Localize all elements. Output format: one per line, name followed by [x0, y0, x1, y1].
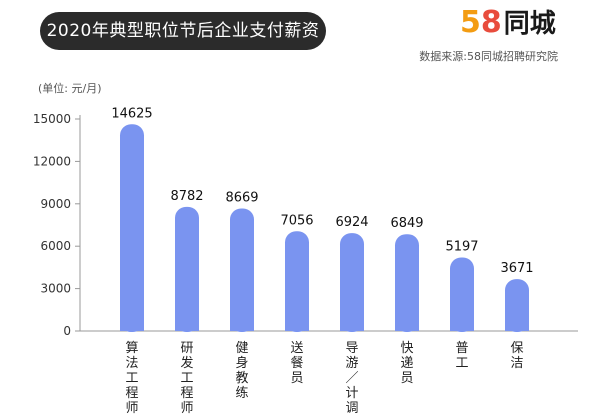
bar-base [285, 319, 309, 331]
data-source: 数据来源:58同城招聘研究院 [419, 50, 558, 63]
y-tick-label: 0 [63, 324, 71, 338]
unit-label: (单位: 元/月) [38, 82, 102, 95]
x-tick-label-char: 工 [455, 356, 468, 371]
x-tick-label-char: 员 [400, 371, 413, 386]
x-tick-label-char: ／ [345, 371, 358, 386]
x-tick-label-char: 送 [290, 341, 303, 356]
x-tick-label-char: 算 [125, 341, 138, 356]
y-tick-label: 6000 [40, 239, 71, 253]
bar-base [175, 319, 199, 331]
x-tick-label-char: 导 [345, 341, 358, 356]
y-tick-label: 15000 [33, 112, 71, 126]
x-tick-label-char: 工 [125, 371, 138, 386]
bar [175, 206, 199, 332]
brand-logo: 58同城 [460, 4, 556, 43]
x-tick-label-char: 游 [345, 356, 358, 371]
x-tick-label-char: 法 [125, 356, 138, 371]
data-label: 3671 [500, 261, 533, 276]
chart-title: 2020年典型职位节后企业支付薪资 [40, 12, 326, 50]
x-tick-label-char: 洁 [510, 356, 523, 371]
x-tick-label-char: 保 [510, 341, 523, 356]
bar-base [505, 319, 529, 331]
logo-digit-8: 8 [480, 5, 502, 40]
x-tick-label-char: 工 [180, 371, 193, 386]
x-tick-label-char: 普 [455, 341, 468, 356]
data-label: 8669 [225, 190, 258, 205]
x-tick-label-char: 发 [180, 355, 193, 371]
data-label: 6849 [390, 216, 423, 231]
y-tick-label: 9000 [40, 197, 71, 211]
bar [450, 257, 474, 332]
data-label: 8782 [170, 189, 203, 204]
y-tick-label: 3000 [40, 282, 71, 296]
bar-base [450, 319, 474, 331]
bar [395, 234, 419, 332]
x-tick-label-char: 师 [180, 401, 193, 414]
x-tick-label-char: 快 [400, 341, 413, 356]
x-tick-label-char: 计 [345, 386, 358, 401]
data-label: 7056 [280, 213, 313, 228]
bar-base [230, 319, 254, 331]
bar [340, 233, 364, 332]
x-tick-label-char: 教 [235, 370, 248, 386]
data-label: 5197 [445, 240, 478, 255]
bar [230, 208, 254, 332]
x-tick-label-char: 师 [125, 401, 138, 414]
y-tick-label: 12000 [33, 154, 71, 168]
bar-base [340, 319, 364, 331]
x-tick-label-char: 员 [290, 371, 303, 386]
x-tick-label-char: 研 [180, 341, 193, 356]
bar [285, 231, 309, 332]
logo-digit-5: 5 [460, 5, 481, 40]
logo-text: 同城 [503, 9, 556, 39]
x-tick-label-char: 餐 [290, 355, 303, 371]
bar-base [120, 319, 144, 331]
bar [120, 124, 144, 332]
x-tick-label-char: 调 [345, 401, 358, 414]
data-label: 14625 [111, 106, 152, 121]
bar-base [395, 319, 419, 331]
bar [505, 279, 529, 332]
x-tick-label-char: 健 [235, 341, 248, 356]
x-tick-label-char: 程 [180, 386, 193, 401]
x-tick-label-char: 递 [400, 356, 413, 371]
x-tick-label-char: 身 [235, 355, 248, 371]
x-tick-label-char: 练 [235, 386, 248, 401]
x-tick-label-char: 程 [125, 386, 138, 401]
data-label: 6924 [335, 215, 368, 230]
